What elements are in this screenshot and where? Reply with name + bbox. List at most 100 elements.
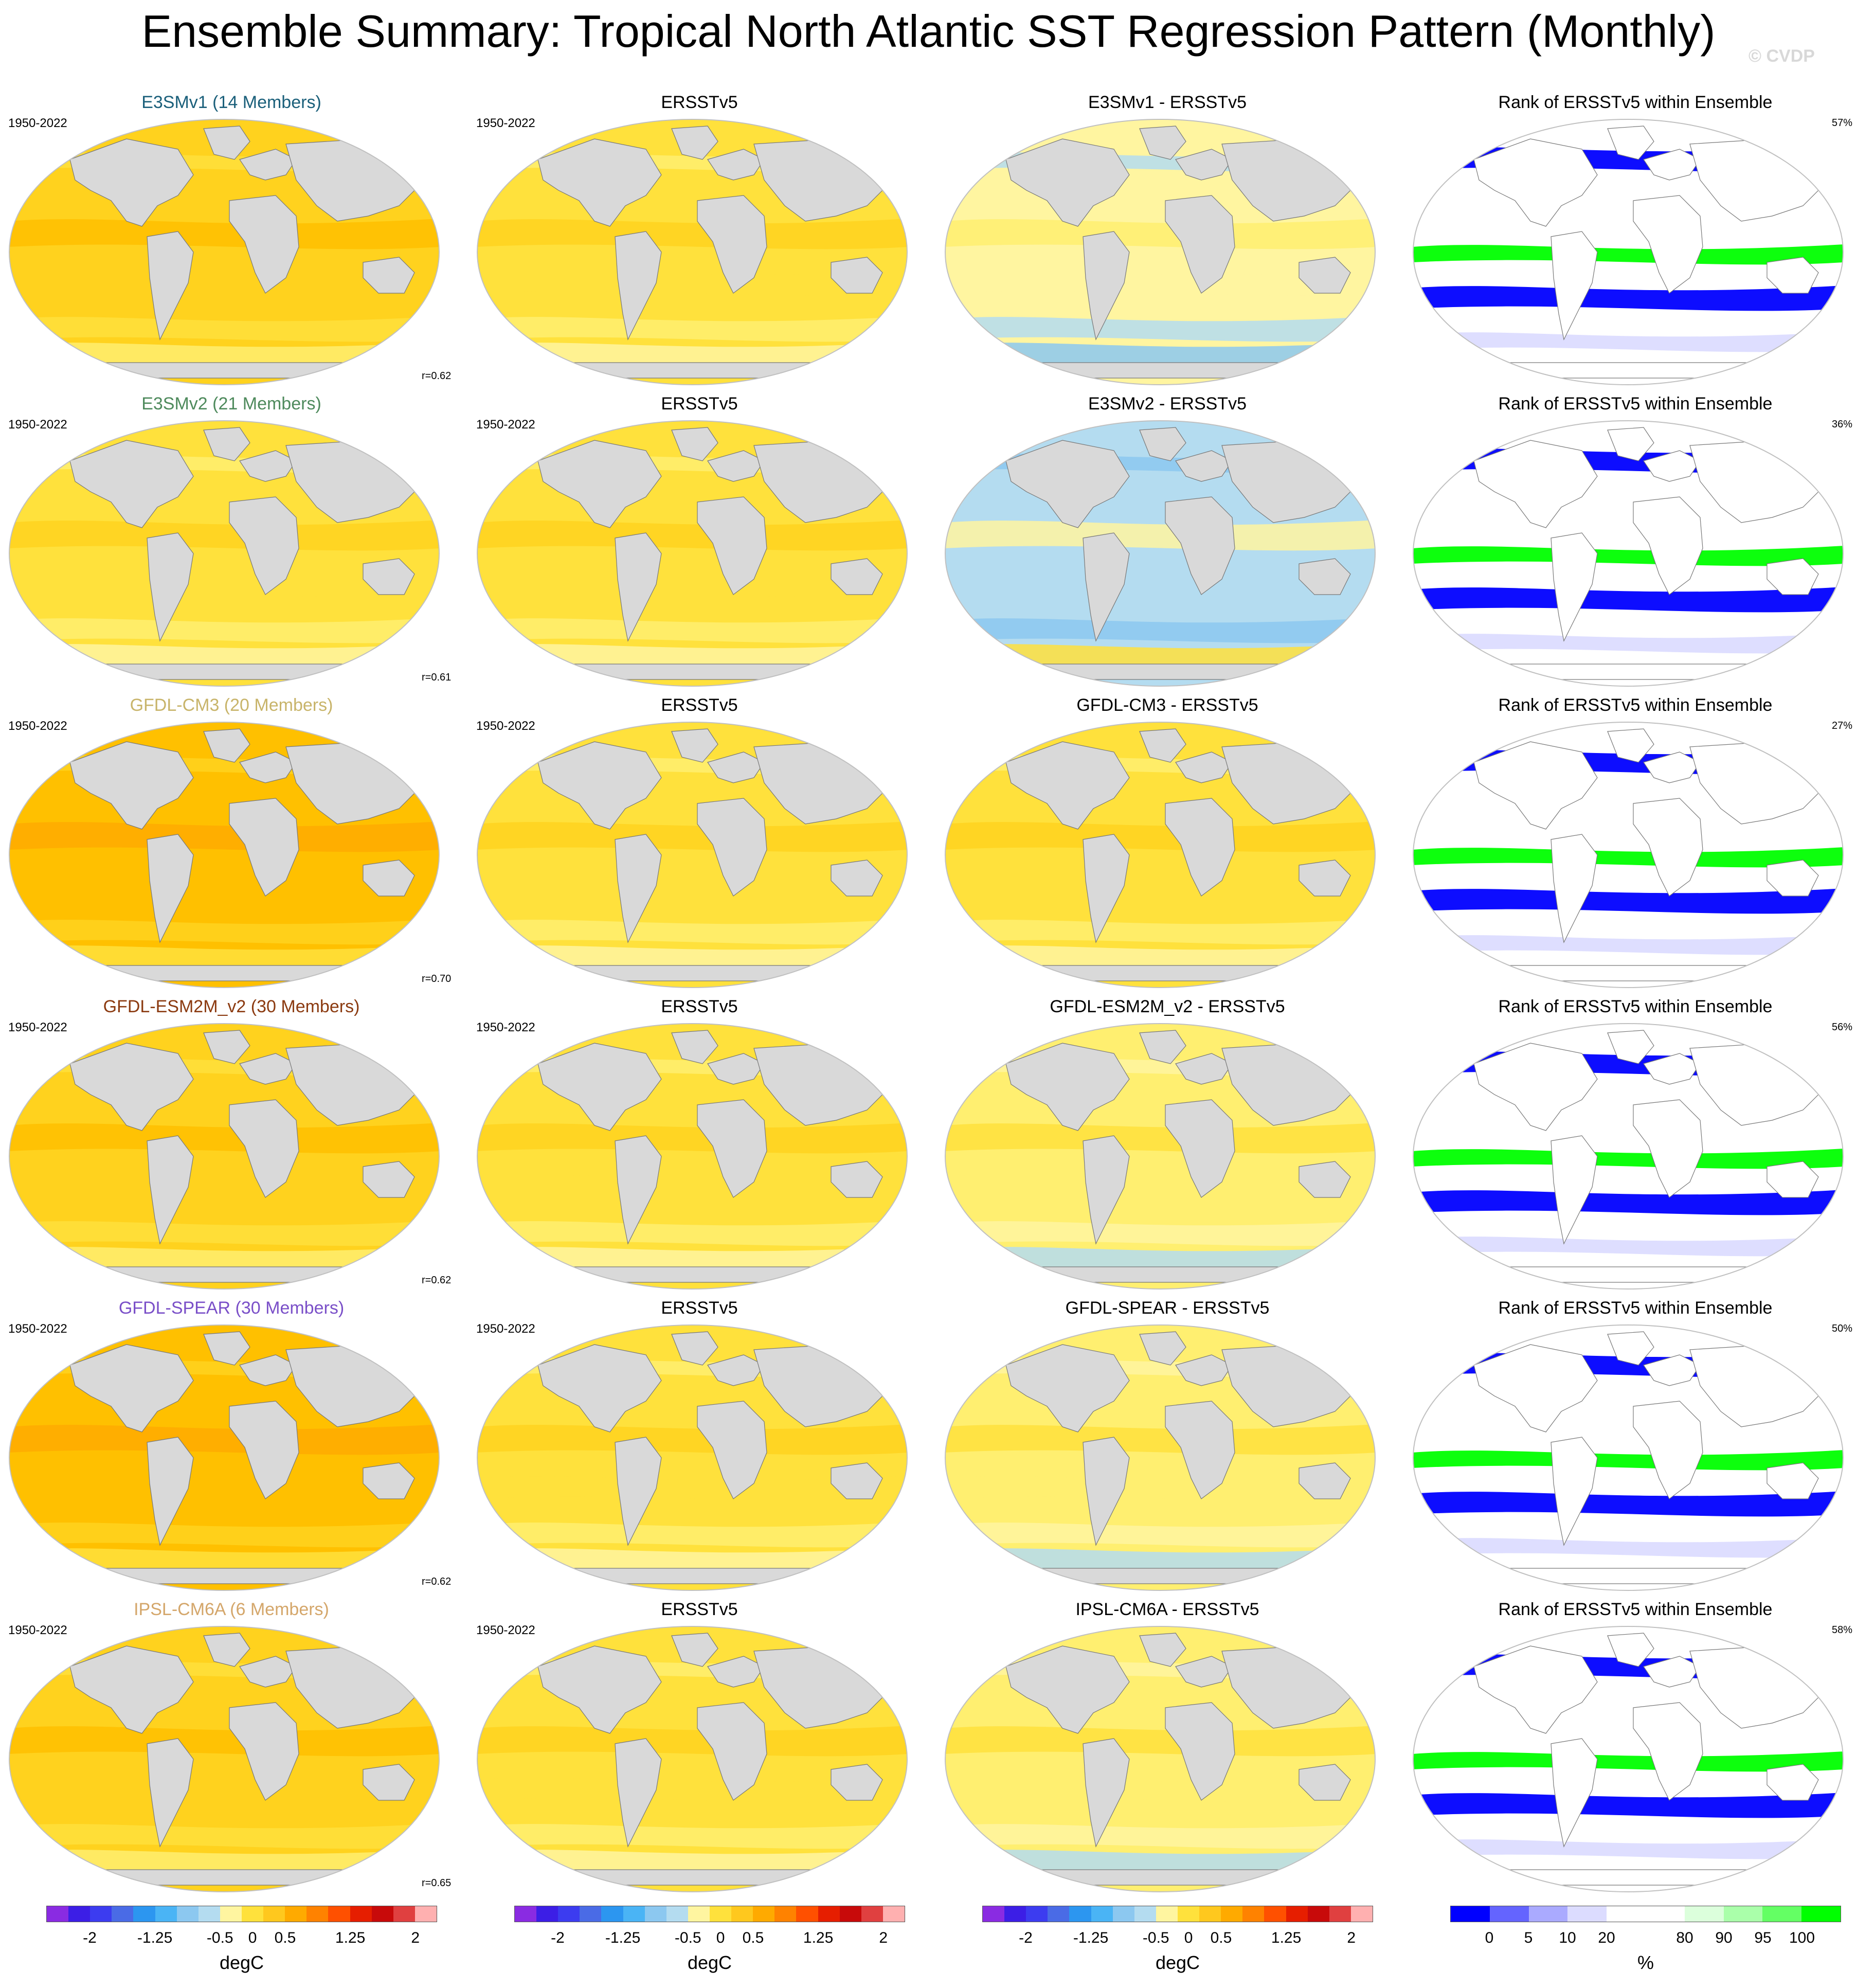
panel-title: GFDL-CM3 - ERSSTv5 bbox=[1076, 695, 1258, 715]
colorbar-swatch bbox=[133, 1906, 155, 1922]
colorbar-swatch bbox=[623, 1906, 645, 1922]
diff-band bbox=[945, 1174, 1375, 1200]
continent-africa bbox=[1165, 1401, 1235, 1499]
continent-antarctica bbox=[48, 362, 400, 379]
panel-obs: ERSSTv5 1950-2022 bbox=[468, 394, 931, 695]
map-border bbox=[1413, 119, 1844, 385]
panel-title: Rank of ERSSTv5 within Ensemble bbox=[1498, 997, 1773, 1016]
obs-band bbox=[477, 316, 907, 342]
map-border bbox=[9, 119, 440, 385]
continent-greenland bbox=[1139, 728, 1186, 763]
continent-antarctica bbox=[1452, 1568, 1804, 1584]
continent-australia bbox=[1766, 257, 1819, 294]
obs-band bbox=[477, 1849, 907, 1875]
continent-south-america bbox=[1083, 532, 1130, 642]
continent-antarctica bbox=[984, 1266, 1336, 1283]
colorbar-tick-label: 1.25 bbox=[335, 1929, 366, 1946]
continent-south-america bbox=[615, 1437, 662, 1546]
diff-band bbox=[945, 316, 1375, 342]
continent-europe bbox=[707, 1656, 765, 1688]
colorbar-swatch bbox=[1762, 1906, 1802, 1922]
diff-band bbox=[945, 821, 1375, 852]
continent-africa bbox=[697, 496, 767, 595]
year-range: 1950-2022 bbox=[8, 1020, 67, 1034]
continent-antarctica bbox=[516, 1266, 868, 1283]
continent-europe bbox=[1175, 1656, 1233, 1688]
colorbar-swatch bbox=[515, 1906, 537, 1922]
copyright-watermark: © CVDP bbox=[1748, 46, 1815, 66]
obs-band bbox=[477, 1246, 907, 1272]
continent-australia bbox=[1766, 1161, 1819, 1198]
pattern-correlation: r=0.65 bbox=[422, 1877, 452, 1889]
obs-band bbox=[477, 821, 907, 852]
colorbar-swatch bbox=[1156, 1906, 1178, 1922]
model-band bbox=[9, 571, 439, 597]
year-range: 1950-2022 bbox=[8, 1623, 67, 1637]
continent-north-america bbox=[1473, 1043, 1598, 1131]
continent-south-america bbox=[147, 532, 194, 642]
colorbar-tick-label: 2 bbox=[1347, 1929, 1356, 1946]
model-band bbox=[9, 1522, 439, 1548]
colorbar-tick-label: 0 bbox=[248, 1929, 257, 1946]
obs-band bbox=[477, 1476, 907, 1501]
continent-antarctica bbox=[1452, 664, 1804, 680]
continent-greenland bbox=[1607, 427, 1654, 461]
continent-europe bbox=[1175, 1053, 1233, 1085]
continent-africa bbox=[1633, 1099, 1703, 1198]
rank-map bbox=[1413, 1626, 1844, 1892]
colorbar-swatch bbox=[818, 1906, 840, 1922]
pattern-correlation: r=0.70 bbox=[422, 973, 452, 984]
obs-band bbox=[477, 342, 907, 368]
continent-north-america bbox=[1473, 1344, 1598, 1432]
colorbar-swatch bbox=[861, 1906, 883, 1922]
rank-band bbox=[1413, 546, 1843, 566]
model-band bbox=[9, 945, 439, 971]
continent-antarctica bbox=[984, 965, 1336, 981]
continent-antarctica bbox=[48, 1568, 400, 1584]
diff-band bbox=[945, 1548, 1375, 1573]
map-border bbox=[945, 119, 1376, 385]
continent-south-america bbox=[1083, 1738, 1130, 1848]
continent-africa bbox=[697, 195, 767, 294]
rank-band bbox=[1413, 847, 1843, 868]
continent-greenland bbox=[203, 1030, 250, 1064]
continent-europe bbox=[707, 1354, 765, 1386]
diff-band bbox=[945, 571, 1375, 597]
rank-percent: 57% bbox=[1831, 117, 1852, 129]
panel-title: E3SMv1 (14 Members) bbox=[141, 93, 321, 112]
map-border bbox=[477, 722, 908, 988]
rank-band bbox=[1413, 1236, 1843, 1257]
continent-antarctica bbox=[1452, 965, 1804, 981]
diff-band bbox=[945, 618, 1375, 643]
continent-europe bbox=[707, 1053, 765, 1085]
colorbar-swatch bbox=[1264, 1906, 1286, 1922]
colorbar-swatch bbox=[1307, 1906, 1329, 1922]
colorbar-swatch bbox=[1607, 1906, 1646, 1922]
continent-greenland bbox=[1607, 728, 1654, 763]
panel-diff: GFDL-CM3 - ERSSTv5 bbox=[936, 695, 1399, 996]
model-band bbox=[9, 1726, 439, 1757]
colorbar-swatch bbox=[176, 1906, 199, 1922]
colorbar-tick-label: -1.25 bbox=[1073, 1929, 1109, 1946]
model-map bbox=[9, 420, 440, 687]
continent-australia bbox=[363, 1161, 415, 1198]
continent-north-america bbox=[1473, 138, 1598, 227]
colorbar-tick-label: 0 bbox=[1184, 1929, 1193, 1946]
obs-band bbox=[477, 1174, 907, 1200]
panel-title: ERSSTv5 bbox=[661, 997, 738, 1016]
continent-south-america bbox=[147, 834, 194, 943]
continent-antarctica bbox=[48, 1869, 400, 1886]
panel-title: GFDL-ESM2M_v2 - ERSSTv5 bbox=[1050, 997, 1285, 1016]
model-band bbox=[9, 1849, 439, 1875]
continent-europe bbox=[1175, 751, 1233, 783]
rank-band bbox=[1413, 935, 1843, 955]
panel-title: GFDL-SPEAR - ERSSTv5 bbox=[1065, 1298, 1270, 1318]
colorbar-tick-label: 0 bbox=[716, 1929, 725, 1946]
pattern-correlation: r=0.61 bbox=[422, 672, 452, 683]
continent-australia bbox=[1299, 1161, 1351, 1198]
colorbar-tick-label: 0.5 bbox=[742, 1929, 764, 1946]
map-border bbox=[9, 1324, 440, 1591]
continent-antarctica bbox=[516, 362, 868, 379]
colorbar-swatch bbox=[1134, 1906, 1156, 1922]
